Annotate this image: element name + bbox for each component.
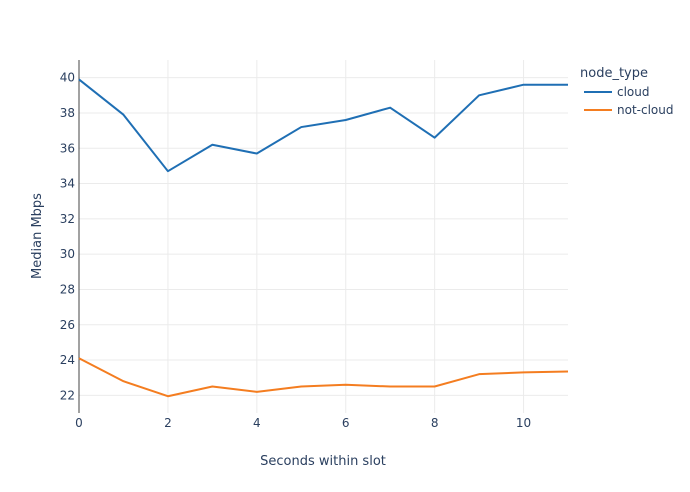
grid-lines: [79, 60, 568, 413]
y-axis-title: Median Mbps: [30, 193, 45, 279]
y-tick-label: 22: [60, 388, 75, 402]
x-tick-label: 0: [75, 416, 83, 430]
y-axis-ticks: 22 24 26 28 30 32 34 36 38 40: [60, 71, 75, 403]
x-tick-label: 2: [164, 416, 172, 430]
legend-label-not-cloud: not-cloud: [617, 103, 673, 117]
y-tick-label: 36: [60, 141, 75, 155]
series-line-not-cloud[interactable]: [78, 357, 569, 398]
x-axis-ticks: 0 2 4 6 8 10: [75, 416, 531, 430]
x-tick-label: 8: [431, 416, 439, 430]
y-tick-label: 32: [60, 212, 75, 226]
series-lines: [78, 78, 569, 398]
y-tick-label: 38: [60, 106, 75, 120]
x-tick-label: 4: [253, 416, 261, 430]
x-axis-title: Seconds within slot: [260, 454, 386, 469]
y-tick-label: 28: [60, 282, 75, 296]
x-tick-label: 6: [342, 416, 350, 430]
legend[interactable]: node_type cloud not-cloud: [580, 66, 673, 117]
x-tick-label: 10: [516, 416, 531, 430]
y-tick-label: 26: [60, 318, 75, 332]
legend-label-cloud: cloud: [617, 85, 650, 99]
y-tick-label: 40: [60, 71, 75, 85]
y-tick-label: 24: [60, 353, 75, 367]
legend-title: node_type: [580, 66, 648, 81]
y-tick-label: 30: [60, 247, 75, 261]
series-line-cloud[interactable]: [78, 78, 568, 173]
y-tick-label: 34: [60, 177, 75, 191]
